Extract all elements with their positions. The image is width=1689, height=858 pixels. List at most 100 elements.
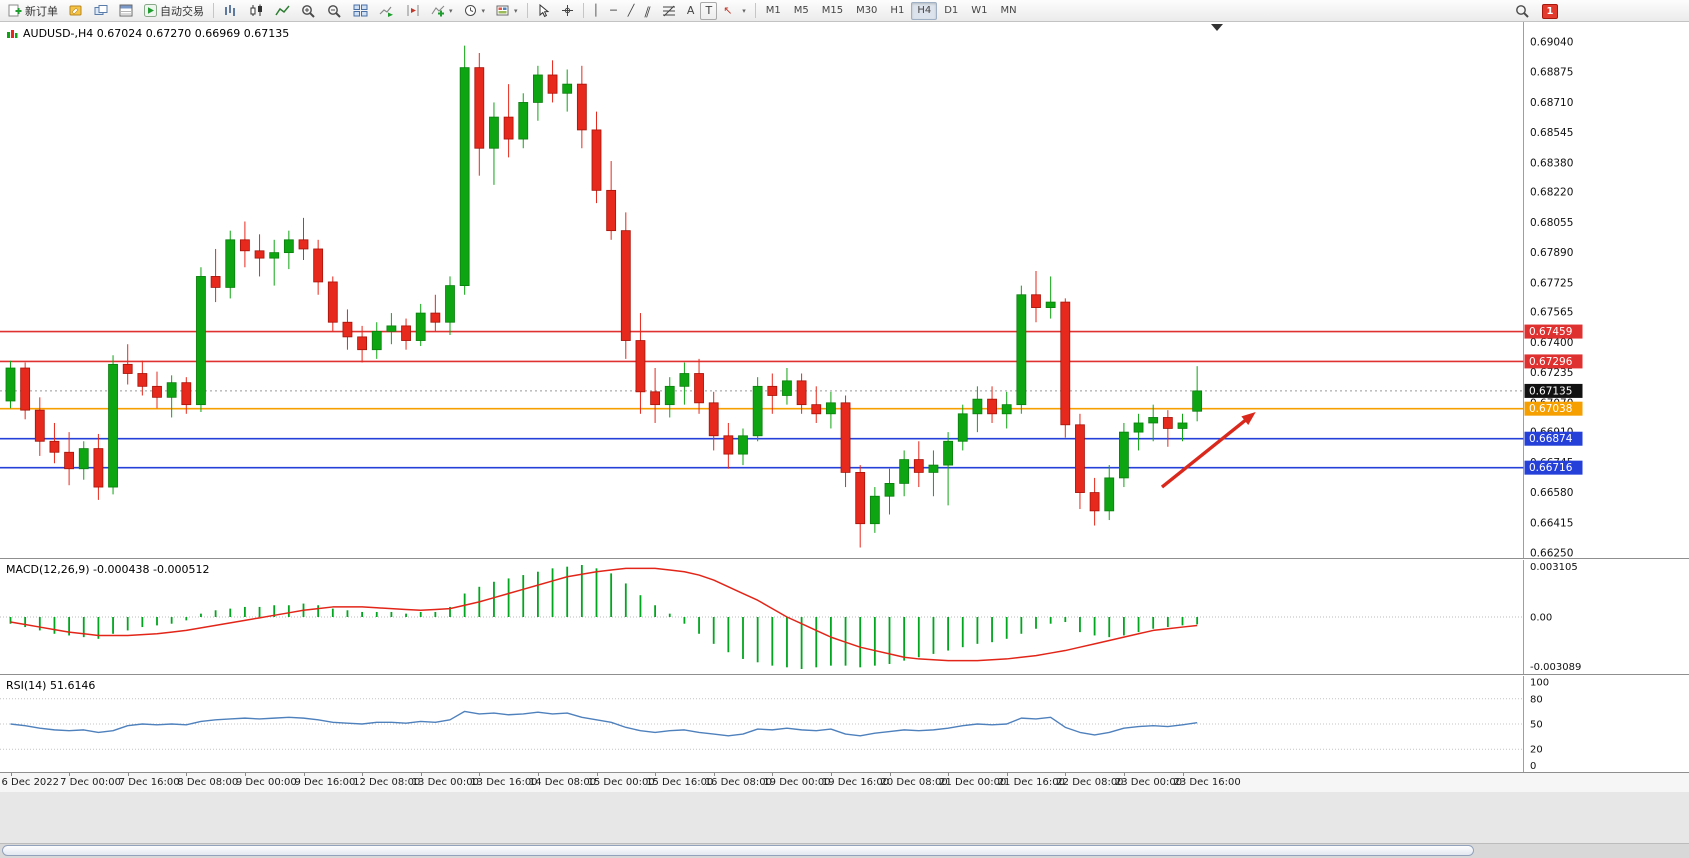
metaeditor-button[interactable] bbox=[64, 2, 88, 20]
candle bbox=[1162, 410, 1173, 447]
candle bbox=[620, 212, 631, 359]
templates-button[interactable]: ▾ bbox=[491, 2, 523, 20]
periods-button[interactable]: ▾ bbox=[459, 2, 491, 20]
horizontal-line-button[interactable]: ─ bbox=[610, 4, 617, 17]
notification-badge[interactable]: 1 bbox=[1542, 3, 1558, 19]
price-level-badge: 0.67459 bbox=[1524, 324, 1583, 339]
price-tick-label: 0.67400 bbox=[1530, 337, 1573, 349]
zoom-in-button[interactable] bbox=[296, 2, 321, 20]
price-tick-label: 0.67235 bbox=[1530, 367, 1573, 379]
price-tick-label: 0.68875 bbox=[1530, 67, 1573, 79]
candle bbox=[708, 391, 719, 451]
chart-shift-button[interactable] bbox=[400, 2, 425, 20]
time-tick bbox=[713, 773, 715, 776]
candle bbox=[547, 60, 558, 103]
main-price-chart[interactable]: 0.69040 0.68875 0.68710 0.68545 0.68380 0.682… bbox=[0, 22, 1689, 558]
auto-scroll-button[interactable] bbox=[374, 2, 399, 20]
candle bbox=[650, 368, 660, 423]
zoom-out-button[interactable] bbox=[322, 2, 347, 20]
candle bbox=[1001, 391, 1012, 429]
timeframe-d1-button[interactable]: D1 bbox=[944, 5, 959, 16]
metaeditor-icon bbox=[69, 5, 82, 16]
time-tick bbox=[1006, 773, 1008, 776]
time-axis-label: 9 Dec 00:00 bbox=[235, 777, 297, 788]
chart-icon bbox=[7, 30, 18, 38]
timeframe-mn-button[interactable]: MN bbox=[1000, 5, 1017, 16]
price-level-badge: 0.67296 bbox=[1524, 354, 1583, 369]
chart-shift-icon bbox=[407, 5, 419, 16]
arrows-button[interactable]: ↖ ▾ bbox=[718, 2, 751, 20]
toolbar: 新订单 自动交易 ▾ ▾ ▾ │ ─ ╱ ∥ A T ↖ ▾ M1 M5 M15 … bbox=[0, 0, 1689, 22]
svg-text:0.67135: 0.67135 bbox=[1529, 385, 1572, 397]
rsi-indicator-label: RSI(14) 51.6146 bbox=[6, 679, 96, 692]
macd-signal-line bbox=[10, 567, 1198, 662]
new-order-button[interactable]: 新订单 bbox=[3, 2, 63, 20]
timeframe-w1-button[interactable]: W1 bbox=[971, 5, 988, 16]
candle bbox=[664, 377, 675, 418]
candlestick-chart-button[interactable] bbox=[244, 2, 269, 20]
trend-arrow[interactable] bbox=[1160, 411, 1256, 489]
price-tick-label: 0.68710 bbox=[1530, 97, 1573, 109]
svg-text:0.67038: 0.67038 bbox=[1529, 403, 1572, 415]
indicators-button[interactable]: ▾ bbox=[426, 2, 458, 20]
price-level-badge: 0.67038 bbox=[1524, 401, 1583, 416]
time-axis-label: 19 Dec 16:00 bbox=[821, 777, 890, 788]
time-tick bbox=[772, 773, 774, 776]
timeframe-m30-button[interactable]: M30 bbox=[856, 5, 878, 16]
text-button[interactable]: A bbox=[686, 4, 695, 17]
macd-tick-label: -0.003089 bbox=[1530, 662, 1581, 673]
templates-icon bbox=[496, 5, 509, 16]
candlestick-chart-icon bbox=[250, 4, 262, 16]
candle bbox=[225, 230, 236, 299]
candle bbox=[840, 395, 851, 488]
candle bbox=[283, 230, 294, 270]
crosshair-button[interactable] bbox=[556, 2, 579, 20]
time-tick bbox=[186, 773, 188, 776]
macd-tick-label: 0.00 bbox=[1530, 613, 1552, 624]
cursor-button[interactable] bbox=[532, 2, 555, 20]
time-axis-label: 12 Dec 08:00 bbox=[353, 777, 421, 788]
tile-windows-button[interactable] bbox=[348, 2, 373, 20]
vertical-line-button[interactable]: │ bbox=[592, 4, 600, 17]
equidistant-channel-button[interactable]: ∥ bbox=[643, 4, 654, 17]
new-order-label: 新订单 bbox=[25, 4, 58, 18]
fibonacci-button[interactable] bbox=[657, 2, 681, 20]
search-button[interactable] bbox=[1510, 2, 1535, 20]
timeframe-h4-button[interactable]: H4 bbox=[911, 1, 938, 20]
candle bbox=[606, 161, 617, 240]
periods-dropdown-caret: ▾ bbox=[481, 6, 486, 15]
chart-shift-marker[interactable] bbox=[1211, 24, 1223, 31]
tile-windows-icon bbox=[353, 4, 368, 17]
chart-window: AUDUSD-,H4 0.67024 0.67270 0.66969 0.671… bbox=[0, 22, 1689, 858]
rsi-panel[interactable]: 100 80 50 20 0 bbox=[0, 676, 1689, 772]
autotrading-button[interactable]: 自动交易 bbox=[139, 2, 209, 20]
candle bbox=[503, 84, 514, 158]
timeframe-m15-button[interactable]: M15 bbox=[821, 5, 844, 16]
bar-chart-button[interactable] bbox=[218, 2, 243, 20]
candle bbox=[298, 217, 309, 260]
arrow-object-icon: ↖ bbox=[723, 4, 733, 17]
panel-divider[interactable] bbox=[0, 558, 1689, 560]
candle bbox=[1192, 366, 1203, 422]
line-chart-button[interactable] bbox=[270, 2, 295, 20]
candle bbox=[943, 432, 953, 506]
macd-panel[interactable]: 0.003105 0.00 -0.003089 bbox=[0, 560, 1689, 674]
text-label-button[interactable]: T bbox=[700, 1, 718, 20]
price-tick-label: 0.67725 bbox=[1530, 277, 1573, 289]
trendline-button[interactable]: ╱ bbox=[627, 4, 635, 17]
timeframe-m5-button[interactable]: M5 bbox=[793, 5, 809, 16]
panel-divider[interactable] bbox=[0, 674, 1689, 676]
timeframe-m1-button[interactable]: M1 bbox=[765, 5, 781, 16]
candle bbox=[1089, 477, 1100, 526]
data-window-button[interactable] bbox=[114, 2, 138, 20]
horizontal-scrollbar[interactable] bbox=[0, 843, 1689, 858]
time-axis[interactable]: 6 Dec 2022 7 Dec 00:00 7 Dec 16:00 8 Dec 08… bbox=[0, 772, 1689, 792]
scrollbar-thumb[interactable] bbox=[2, 845, 1474, 856]
candle bbox=[357, 325, 368, 363]
time-axis-label: 19 Dec 00:00 bbox=[763, 777, 831, 788]
candle bbox=[239, 221, 250, 268]
timeframe-h1-button[interactable]: H1 bbox=[890, 5, 905, 16]
profiles-button[interactable] bbox=[89, 2, 113, 20]
candle bbox=[562, 69, 573, 112]
candle bbox=[928, 450, 939, 497]
